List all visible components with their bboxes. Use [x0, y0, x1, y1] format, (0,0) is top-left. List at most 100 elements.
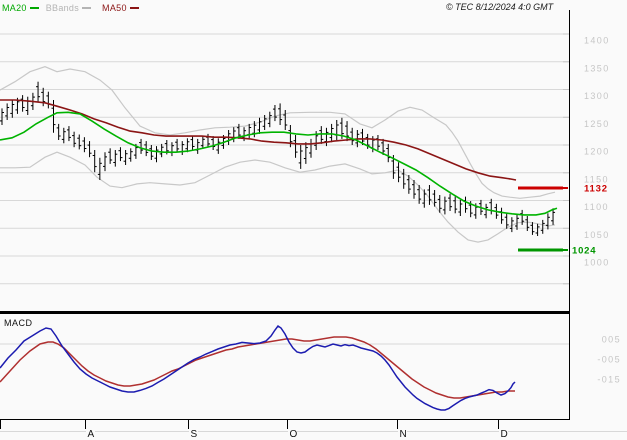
price-gridlines: [0, 33, 570, 285]
price-bar: [72, 131, 77, 148]
price-bar: [272, 105, 277, 122]
price-bar: [195, 138, 200, 154]
price-axis-ticks: [563, 33, 569, 285]
macd-axis-label: -005: [597, 355, 621, 365]
price-level-1132: 1132: [518, 184, 608, 195]
price-bar: [484, 203, 489, 219]
price-bar: [525, 216, 530, 231]
month-label: N: [400, 429, 407, 440]
price-bar: [448, 193, 453, 211]
price-bar: [92, 150, 97, 173]
price-axis-label: 1200: [584, 147, 610, 157]
price-bar: [66, 126, 71, 142]
price-bar: [515, 214, 519, 230]
price-bar: [401, 168, 406, 189]
macd-signal-line: [0, 336, 515, 399]
price-bar: [61, 127, 66, 144]
price-bar: [128, 148, 133, 162]
price-bar: [77, 134, 82, 150]
price-bar: [87, 141, 92, 158]
price-bar: [154, 146, 159, 163]
legend-bbands-label: BBands: [45, 3, 80, 13]
price-axis-label: 1150: [584, 174, 609, 184]
price-bar: [56, 123, 61, 140]
macd-panel-top-border: [0, 311, 570, 314]
price-bar: [412, 180, 416, 199]
legend-ma50-dash-icon: [129, 7, 139, 9]
month-label-bg: [288, 426, 297, 438]
price-bar: [108, 148, 113, 164]
price-bar: [180, 141, 185, 155]
price-bar: [386, 143, 391, 163]
price-bar: [535, 223, 540, 236]
price-level-1024: 1024: [518, 246, 596, 257]
macd-axis-labels: 005 -005 -015: [597, 335, 621, 385]
price-axis-label: 1300: [584, 91, 610, 101]
macd-axis-label: -015: [597, 375, 621, 385]
price-bars: [0, 81, 556, 236]
month-label: O: [290, 429, 298, 440]
price-bar: [437, 195, 442, 213]
price-bar: [417, 185, 422, 204]
price-bar: [159, 143, 164, 158]
price-bar: [190, 136, 195, 150]
price-bar: [298, 145, 303, 169]
month-label-bg: [86, 426, 95, 438]
price-bar: [520, 209, 525, 225]
price-bar: [97, 157, 102, 180]
price-bar: [5, 103, 10, 120]
price-bar: [144, 141, 149, 157]
price-bar: [293, 135, 298, 158]
price-bar: [257, 117, 262, 134]
price-bar: [458, 199, 463, 216]
month-label-bg: [189, 426, 198, 438]
price-bar: [118, 147, 123, 162]
price-bar: [499, 207, 504, 224]
price-bar: [216, 138, 221, 154]
price-axis-label: 1400: [584, 36, 610, 46]
price-bar: [25, 96, 30, 115]
price-bar: [334, 120, 339, 140]
price-bar: [20, 95, 25, 112]
month-label: A: [88, 429, 95, 440]
price-bar: [396, 162, 401, 183]
price-bar: [427, 185, 432, 205]
price-bar: [211, 136, 216, 150]
price-bar: [267, 111, 272, 128]
price-bar: [329, 123, 334, 143]
level-price-label: 1132: [584, 184, 608, 195]
legend-item-ma20: MA20: [2, 3, 39, 13]
price-bar: [200, 136, 205, 149]
price-bar: [453, 196, 458, 214]
price-bar: [375, 135, 380, 150]
legend-ma20-label: MA20: [2, 3, 27, 13]
price-bar: [504, 213, 509, 229]
price-bar: [169, 142, 174, 157]
legend-bbands-dash-icon: [82, 7, 92, 9]
price-bar: [303, 142, 308, 164]
price-bar: [123, 150, 128, 165]
price-bar: [551, 208, 556, 225]
price-axis-label: 1000: [584, 258, 610, 268]
bollinger-bands: [0, 66, 556, 243]
price-bar: [509, 217, 514, 233]
price-bar: [262, 115, 267, 130]
legend-item-bbands: BBands: [45, 3, 92, 13]
price-bar: [360, 128, 365, 145]
price-bar: [309, 138, 313, 158]
legend-ma20-dash-icon: [29, 7, 39, 9]
price-bar: [185, 138, 190, 153]
macd-axis-label: 005: [602, 335, 621, 345]
price-bar: [406, 175, 411, 194]
price-bar: [442, 196, 447, 215]
price-bar: [36, 81, 41, 102]
price-axis-label: 1350: [584, 63, 610, 73]
legend-item-ma50: MA50: [102, 3, 139, 13]
price-bar: [175, 138, 180, 153]
price-bar: [10, 100, 15, 118]
month-label-bg: [499, 426, 508, 438]
price-bar: [422, 189, 427, 208]
